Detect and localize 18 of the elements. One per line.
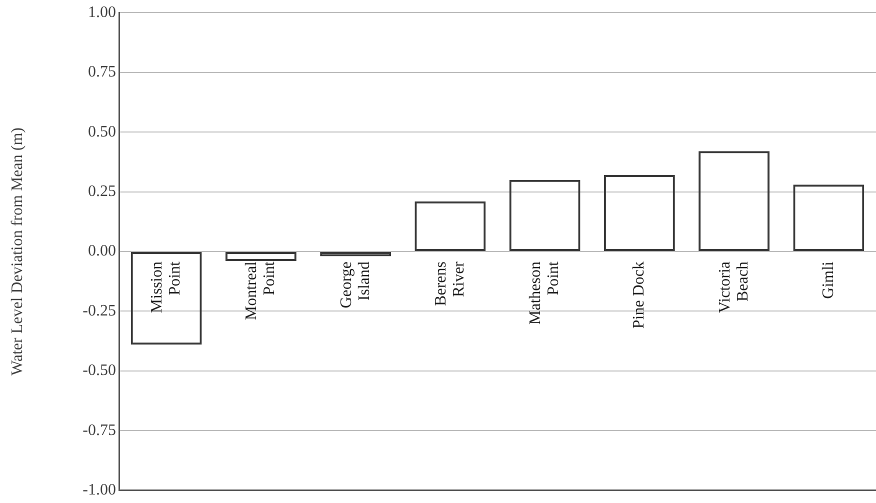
y-tick-label: -0.50: [82, 362, 116, 380]
y-tick-label: 0.25: [88, 182, 116, 200]
x-tick-label: Montreal Point: [243, 260, 278, 320]
y-tick-label: 0.50: [88, 123, 116, 140]
y-tick-label: 1.00: [88, 4, 116, 21]
x-tick-label: Pine Dock: [630, 262, 648, 329]
x-tick-label: Victoria Beach: [716, 262, 752, 313]
y-tick-label: -0.25: [82, 302, 116, 320]
x-tick-label: Matheson Point: [527, 260, 562, 325]
y-tick-label: 0.75: [88, 64, 116, 81]
y-axis-title: Water Level Deviation from Mean (m): [8, 128, 26, 376]
x-tick-label: Mission Point: [148, 260, 184, 314]
y-tick-label: -0.75: [82, 422, 116, 439]
y-tick-label: 0.00: [88, 242, 116, 260]
x-tick-label: Berens River: [432, 260, 468, 306]
x-tick-label: Gimli: [820, 260, 837, 299]
y-tick-label: -1.00: [82, 482, 116, 499]
x-tick-label: George Island: [338, 262, 373, 308]
